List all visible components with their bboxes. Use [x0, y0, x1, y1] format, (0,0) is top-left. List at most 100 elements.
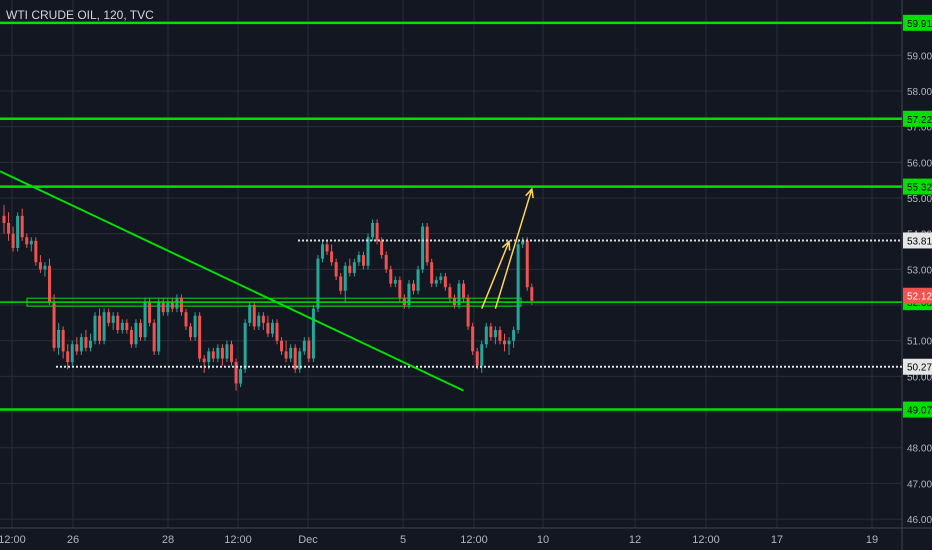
candle-body: [111, 315, 115, 323]
candle-body: [198, 315, 202, 359]
time-axis-tick-label: 17: [771, 534, 783, 546]
candle-body: [343, 265, 347, 291]
candle-body: [207, 351, 211, 363]
time-axis-tick-label: 12:00: [692, 534, 720, 546]
candle-body: [216, 347, 220, 359]
candle-body: [270, 322, 274, 334]
candle-body: [225, 344, 229, 359]
candle-body: [243, 322, 247, 370]
candle-body: [152, 322, 156, 352]
time-axis-tick-label: 10: [537, 534, 549, 546]
candle-body: [248, 305, 252, 323]
candle-body: [98, 315, 102, 341]
price-axis-tick-label: 47.00: [907, 479, 932, 490]
candle-body: [88, 340, 92, 348]
candle-body: [34, 240, 38, 263]
candle-body: [462, 283, 466, 298]
level-label-box: [903, 358, 932, 375]
candle-body: [293, 347, 297, 370]
candle-body: [316, 258, 320, 309]
candle-body: [380, 240, 384, 256]
candle-body: [57, 330, 61, 348]
candle-body: [175, 297, 179, 309]
levels: [0, 21, 902, 411]
time-axis-tick-label: 12:00: [0, 534, 26, 546]
candle-body: [398, 280, 402, 298]
candle-body: [125, 322, 129, 330]
candle-body: [275, 322, 279, 341]
candle-body: [416, 269, 420, 291]
candle-body: [530, 287, 534, 301]
time-axis-tick-label: 5: [400, 534, 406, 546]
candle-body: [48, 265, 51, 302]
candle-body: [129, 330, 133, 345]
price-axis-tick-label: 46.00: [907, 515, 932, 526]
candle-body: [366, 237, 370, 266]
price-axis-tick-label: 57.00: [907, 123, 932, 134]
projection-arrow-head: [501, 239, 511, 251]
time-axis-tick-label: 28: [162, 534, 174, 546]
time-axis-tick-label: 26: [67, 534, 79, 546]
time-axis-tick-label: 12:00: [224, 534, 252, 546]
level-label-box: [903, 110, 932, 127]
grid: [0, 0, 902, 528]
candle-body: [179, 297, 183, 313]
candle-body: [289, 347, 293, 359]
candle-body: [2, 215, 6, 223]
candle-body: [457, 283, 461, 306]
candle-body: [134, 322, 138, 345]
candle-body: [361, 255, 365, 266]
candle-body: [321, 244, 324, 259]
candle-body: [266, 322, 270, 334]
candle-body: [43, 265, 47, 270]
candle-body: [239, 369, 243, 384]
candle-body: [139, 322, 142, 338]
level-label-text: 53.81: [907, 236, 932, 247]
chart-title: WTI CRUDE OIL, 120, TVC: [6, 8, 154, 22]
candle-body: [339, 276, 343, 291]
projection-arrow: [481, 241, 510, 309]
candle-body: [503, 340, 506, 345]
candle-body: [25, 237, 29, 245]
candle-body: [334, 262, 338, 277]
candle-body: [29, 240, 33, 245]
candle-body: [75, 344, 79, 352]
price-axis-tick-label: 53.00: [907, 265, 932, 276]
candle-body: [430, 262, 434, 284]
candle-body: [375, 222, 379, 241]
level-label-text: 49.07: [907, 406, 932, 417]
candle-body: [120, 322, 124, 330]
candle-body: [298, 351, 302, 370]
level-label-text: 59.91: [907, 19, 932, 30]
candle-body: [93, 315, 97, 341]
level-label-text: 57.22: [907, 115, 932, 126]
candle-body: [230, 344, 233, 363]
candle-body: [193, 315, 197, 338]
time-axis-tick-label: 12: [629, 534, 641, 546]
candle-body: [498, 330, 502, 341]
candle-body: [307, 340, 311, 359]
candle-body: [84, 337, 88, 348]
candle-body: [330, 251, 334, 263]
candle-body: [521, 240, 525, 245]
candle-body: [107, 312, 111, 323]
candle-body: [257, 315, 261, 327]
candle-body: [325, 244, 329, 252]
candle-body: [261, 315, 265, 323]
candle-body: [161, 301, 165, 313]
candle-body: [489, 326, 493, 338]
candle-body: [389, 269, 393, 284]
candles: [2, 205, 534, 391]
candle-body: [148, 301, 152, 323]
level-label-box: [903, 401, 932, 418]
candle-body: [471, 326, 475, 352]
candle-body: [439, 276, 443, 281]
candle-body: [252, 305, 256, 327]
candle-body: [38, 262, 42, 270]
candle-body: [16, 215, 20, 248]
current-price-label-text: 52.12: [907, 292, 932, 303]
candle-body: [302, 340, 306, 352]
candle-body: [234, 362, 238, 384]
time-axis-tick-label: 12:00: [460, 534, 488, 546]
